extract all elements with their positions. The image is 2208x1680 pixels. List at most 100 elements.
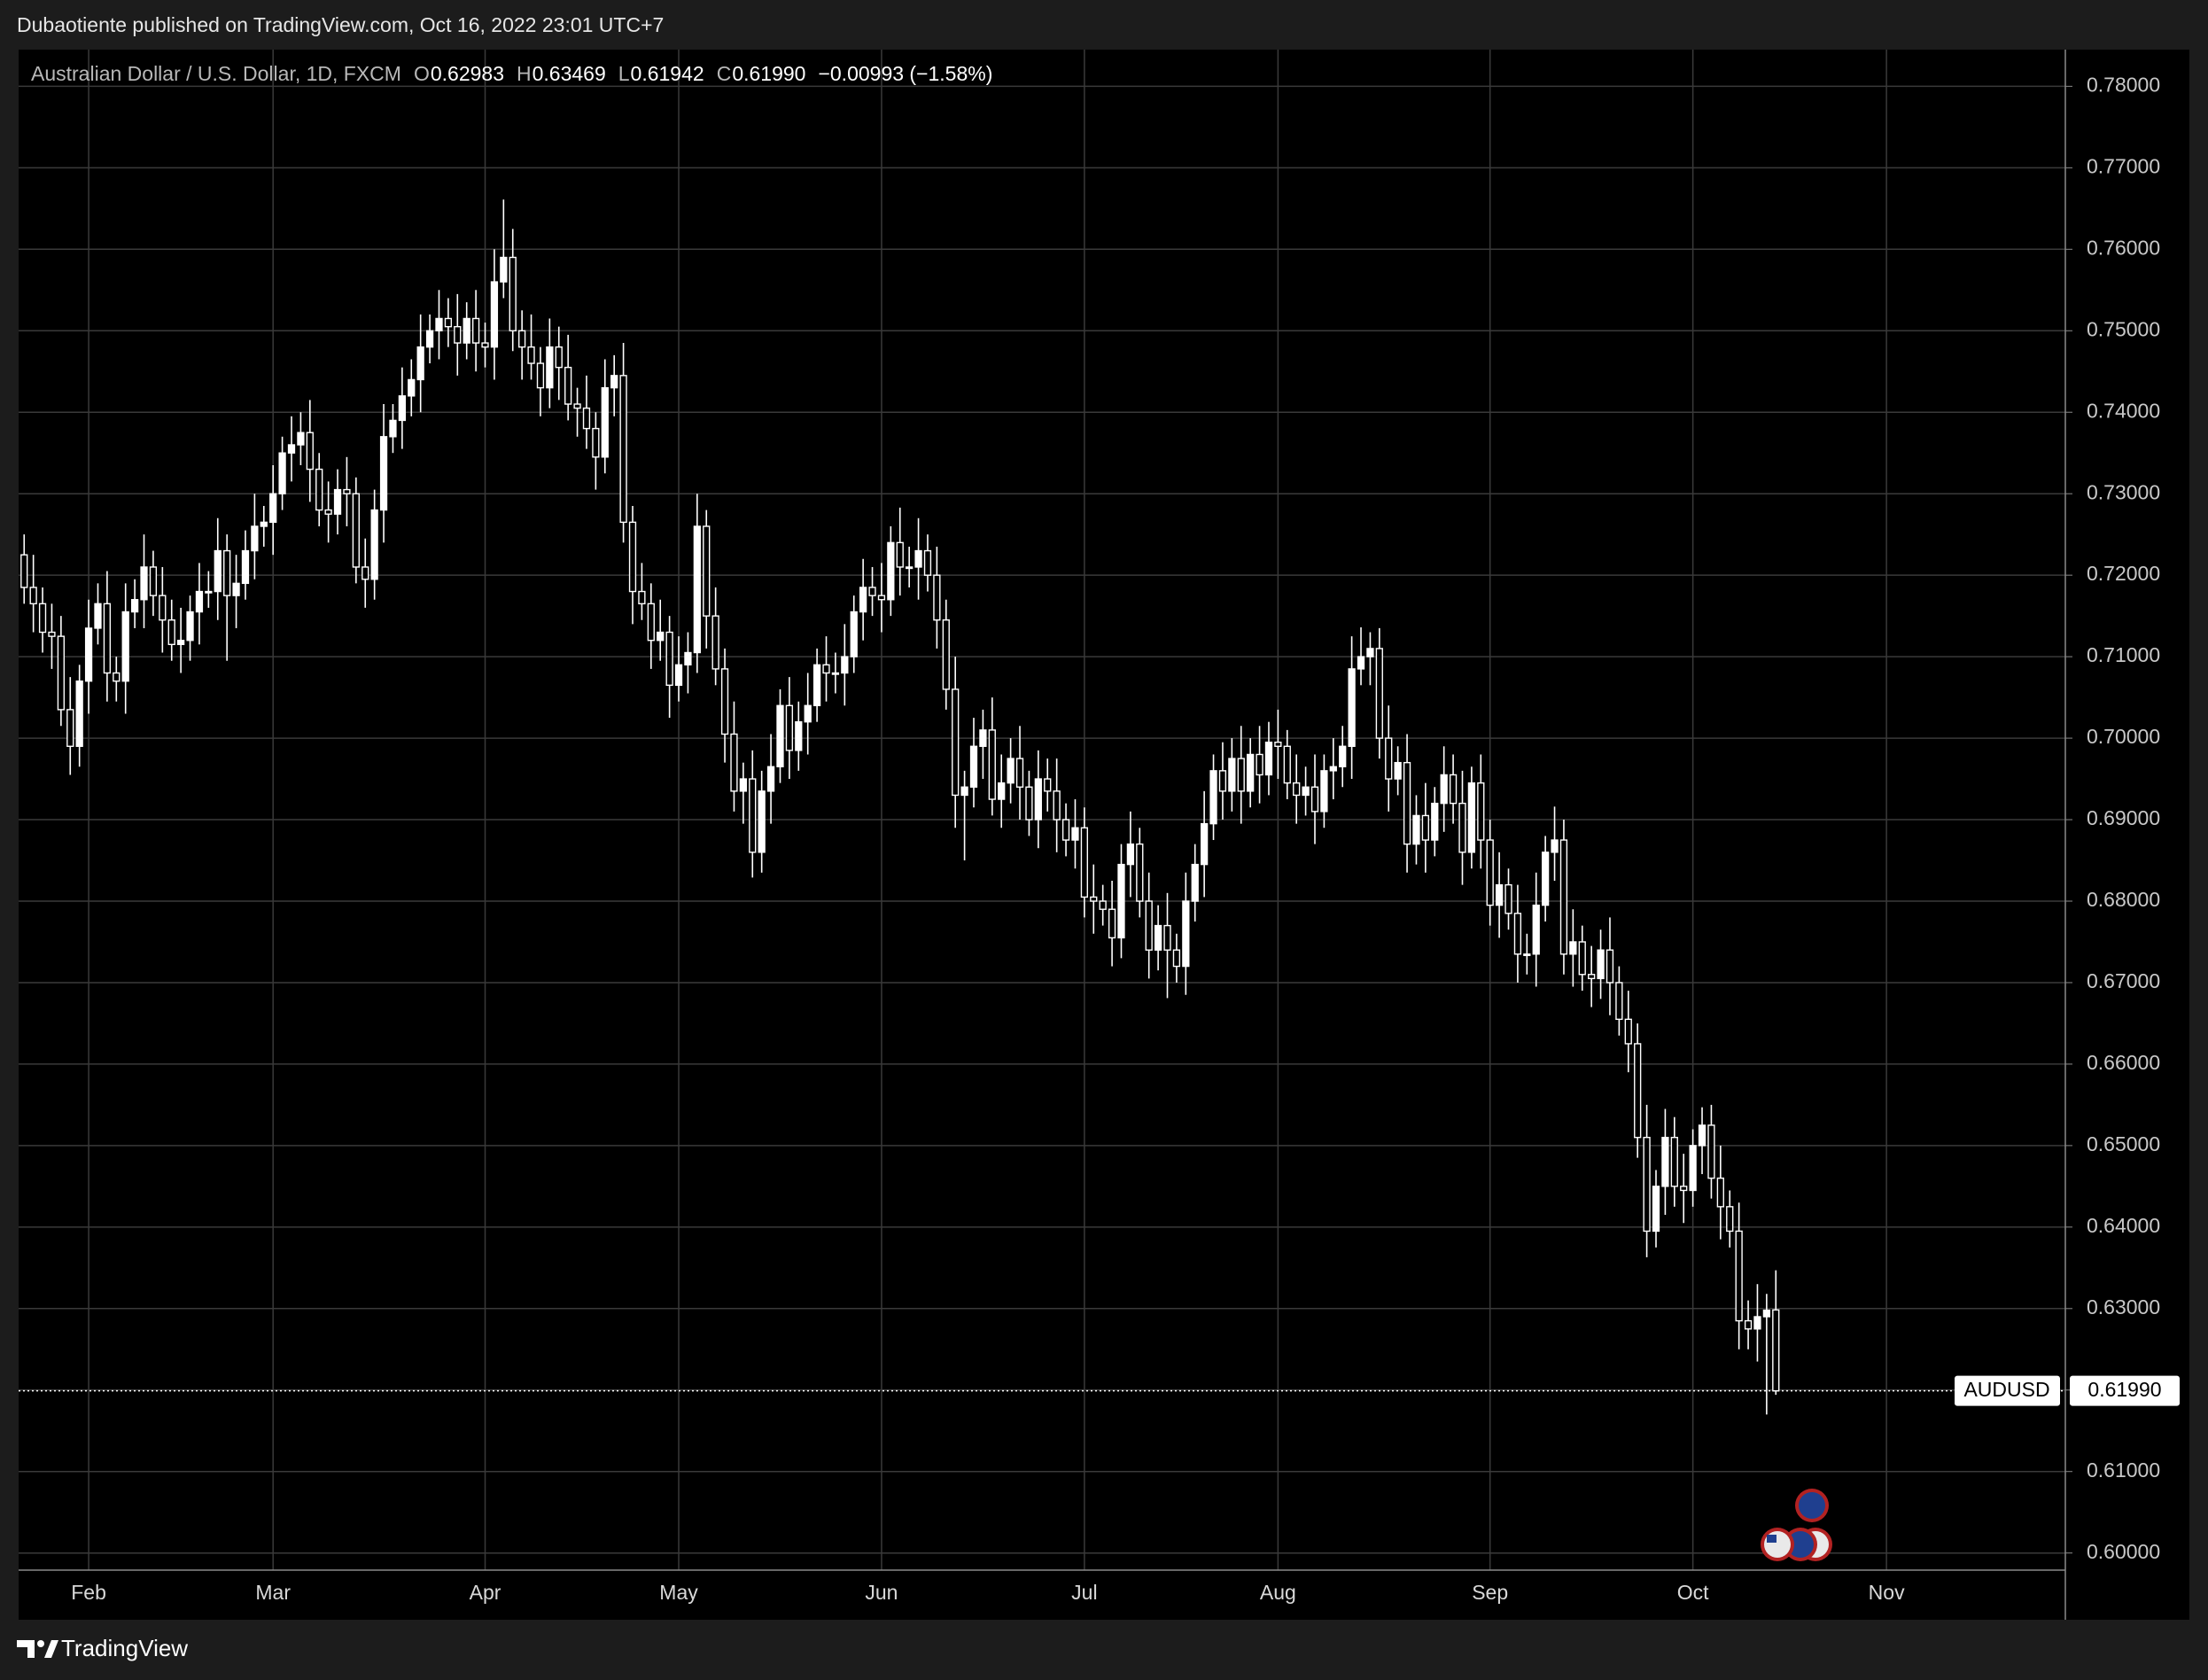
candle-body — [1726, 1206, 1734, 1233]
candle-body — [1099, 900, 1107, 910]
candle-body — [923, 549, 932, 576]
candle-body — [647, 603, 655, 642]
candle-body — [186, 611, 194, 642]
y-tick-label: 0.60000 — [2087, 1540, 2160, 1563]
candle-body — [362, 566, 369, 580]
candle-body — [1044, 778, 1052, 792]
symbol-tag — [1955, 1375, 2060, 1406]
candle-body — [379, 436, 388, 511]
symbol-tag-label: AUDUSD — [1963, 1378, 2049, 1401]
candle-body — [1117, 863, 1125, 939]
candle-body — [1191, 863, 1199, 902]
candle-body — [1597, 949, 1605, 980]
candle-body — [582, 407, 591, 430]
candle-body — [766, 766, 775, 792]
candle-body — [241, 549, 250, 585]
candle-body — [665, 631, 673, 686]
candle-body — [933, 574, 941, 621]
candle-body — [1145, 900, 1153, 951]
candle-body — [1053, 790, 1061, 821]
candle-body — [1716, 1177, 1724, 1208]
candle-body — [1477, 782, 1485, 841]
candle-body — [1228, 758, 1236, 792]
candle-body — [1634, 1043, 1642, 1139]
candle-body — [1025, 786, 1033, 821]
candle-body — [1523, 953, 1531, 956]
candle-body — [555, 346, 563, 369]
candle-body — [1256, 753, 1263, 776]
y-tick-label: 0.75000 — [2087, 317, 2160, 340]
y-tick-label: 0.76000 — [2087, 236, 2160, 259]
candle-body — [20, 554, 28, 588]
y-tick-label: 0.67000 — [2087, 969, 2160, 992]
candle-body — [703, 525, 711, 617]
candle-body — [1310, 786, 1319, 813]
candle-body — [1080, 827, 1088, 898]
candle-body — [1467, 782, 1476, 853]
candle-body — [1440, 774, 1448, 805]
candle-body — [195, 590, 204, 613]
y-tick-label: 0.78000 — [2087, 73, 2160, 96]
candle-body — [1744, 1319, 1753, 1330]
y-tick-label: 0.77000 — [2087, 154, 2160, 177]
candle-body — [370, 509, 378, 580]
candle-body — [454, 325, 462, 344]
candle-body — [1283, 745, 1291, 784]
candle-body — [758, 790, 766, 853]
candle-body — [1707, 1124, 1715, 1179]
publisher: Dubaotiente published on TradingView.com… — [17, 13, 664, 36]
candle-body — [389, 419, 397, 438]
candle-body — [444, 317, 453, 328]
candle-body — [471, 317, 480, 344]
candle-body — [1772, 1309, 1780, 1392]
candle-body — [573, 403, 581, 409]
candle-body — [1172, 949, 1181, 968]
candle-body — [1329, 766, 1337, 772]
candle-body — [1542, 852, 1550, 906]
candle-body — [463, 317, 470, 344]
logo-mark — [17, 1640, 35, 1658]
candle-body — [408, 378, 416, 397]
candle-body — [601, 386, 609, 458]
candle-body — [527, 346, 535, 364]
y-tick-label: 0.70000 — [2087, 725, 2160, 748]
candle-body — [416, 346, 424, 381]
flag — [1799, 1492, 1825, 1519]
candle-body — [868, 587, 876, 596]
candle-body — [1007, 758, 1015, 784]
candle-body — [536, 362, 545, 389]
candle-body — [1015, 758, 1024, 788]
candle-body — [850, 611, 858, 657]
candle-body — [306, 432, 314, 471]
x-tick-label: Nov — [1869, 1581, 1905, 1604]
candle-body — [1339, 745, 1347, 767]
price-tag-label: 0.61990 — [2087, 1378, 2161, 1401]
candle-body — [260, 521, 268, 527]
candle-body — [1201, 822, 1209, 866]
candle-body — [749, 778, 757, 853]
y-tick-label: 0.64000 — [2087, 1214, 2160, 1237]
x-tick-label: Oct — [1677, 1581, 1709, 1604]
price-tag — [2070, 1375, 2180, 1406]
candle-body — [1090, 896, 1098, 902]
candle-body — [998, 782, 1006, 800]
candle-body — [1154, 924, 1162, 951]
candle-body — [121, 611, 129, 682]
candle-body — [1218, 770, 1227, 792]
candle-body — [859, 587, 867, 613]
candle-body — [140, 566, 148, 601]
candle-body — [906, 566, 914, 570]
candle-body — [776, 704, 784, 767]
candle-body — [812, 664, 821, 706]
candle-body — [1163, 924, 1171, 951]
candle-body — [1588, 974, 1596, 980]
y-tick-label: 0.61000 — [2087, 1458, 2160, 1482]
candle-body — [232, 582, 240, 596]
candle-body — [1569, 941, 1577, 955]
candle-body — [1126, 843, 1135, 866]
candle-body — [518, 330, 526, 348]
candle-body — [205, 590, 213, 594]
brand-logo — [17, 1640, 58, 1658]
candle-body — [177, 640, 185, 646]
